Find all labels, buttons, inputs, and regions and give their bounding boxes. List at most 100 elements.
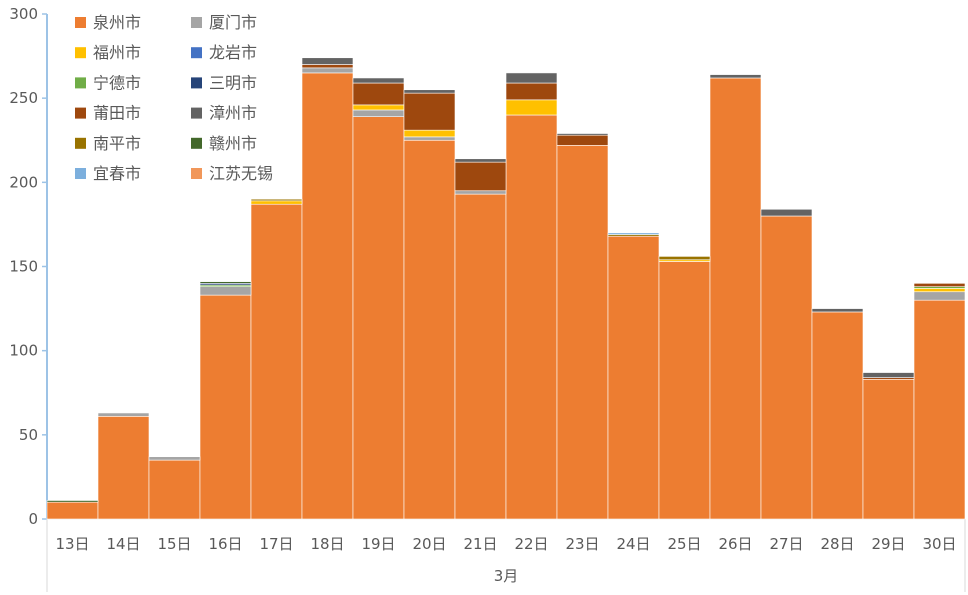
legend-swatch	[191, 137, 202, 149]
bar-segment	[454, 190, 507, 195]
bar-segment	[811, 311, 864, 520]
bar-segment	[760, 208, 813, 217]
bar-segment	[607, 235, 660, 520]
bar-segment	[862, 378, 915, 520]
x-tick-label: 18日	[310, 535, 344, 553]
bar-segment	[709, 77, 762, 520]
bar-segment	[811, 308, 864, 313]
bar-segment	[403, 139, 456, 520]
bar-segment	[352, 116, 405, 520]
bar-segment	[301, 72, 354, 520]
legend-label: 泉州市	[93, 13, 141, 32]
bar-segment	[505, 114, 558, 520]
x-tick-label: 16日	[208, 535, 242, 553]
x-tick-label: 23日	[565, 535, 599, 553]
bar-segment	[352, 104, 405, 111]
x-tick-label: 21日	[463, 535, 497, 553]
bar-segment	[454, 161, 507, 192]
legend-swatch	[191, 168, 202, 179]
bar-segment	[709, 74, 762, 79]
legend-label: 厦门市	[209, 13, 257, 32]
x-tick-label: 20日	[412, 535, 446, 553]
bar-segment	[301, 67, 354, 74]
bars	[46, 57, 966, 520]
bar-segment	[250, 203, 303, 520]
legend-swatch	[75, 17, 86, 28]
bar-segment	[46, 501, 99, 520]
y-tick-label: 300	[9, 5, 38, 23]
bar-segment	[403, 89, 456, 94]
legend-swatch	[75, 168, 86, 179]
bar-segment	[352, 109, 405, 117]
legend-label: 三明市	[209, 73, 257, 92]
bar-segment	[505, 72, 558, 84]
x-tick-label: 27日	[769, 535, 803, 553]
bar-segment	[199, 281, 252, 284]
x-tick-label: 29日	[871, 535, 905, 553]
legend-label: 漳州市	[209, 104, 257, 123]
x-tick-label: 19日	[361, 535, 395, 553]
bar-segment	[760, 215, 813, 520]
x-tick-label: 25日	[667, 535, 701, 553]
x-tick-label: 15日	[157, 535, 191, 553]
legend-swatch	[75, 137, 86, 149]
x-tick-label: 17日	[259, 535, 293, 553]
bar-segment	[556, 133, 609, 136]
bar-segment	[607, 232, 660, 235]
bar-segment	[913, 299, 966, 520]
bar-segment	[862, 372, 915, 378]
legend-label: 南平市	[93, 134, 141, 153]
legend-label: 宜春市	[93, 164, 141, 183]
y-tick-label: 0	[28, 510, 38, 528]
bar-segment	[658, 261, 711, 520]
bar-segment	[556, 134, 609, 146]
x-tick-label: 14日	[106, 535, 140, 553]
bar-segment	[352, 82, 405, 106]
bar-segment	[454, 193, 507, 520]
bar-segment	[301, 64, 354, 69]
y-tick-label: 50	[19, 426, 38, 444]
y-tick-label: 100	[9, 342, 38, 360]
bar-segment	[148, 456, 201, 461]
legend-label: 福州市	[93, 43, 141, 62]
legend-label: 赣州市	[209, 134, 257, 153]
bar-segment	[403, 129, 456, 138]
legend-swatch	[191, 77, 202, 89]
bar-segment	[505, 82, 558, 101]
bar-segment	[199, 294, 252, 520]
bar-segment	[97, 412, 150, 417]
y-tick-label: 150	[9, 258, 38, 276]
legend-swatch	[191, 47, 202, 59]
bar-segment	[403, 92, 456, 131]
x-tick-label: 22日	[514, 535, 548, 553]
bar-segment	[301, 57, 354, 65]
bar-segment	[97, 416, 150, 520]
legend-label: 龙岩市	[209, 43, 257, 62]
axes: 0 50 100 150 200 250 300 13日 14日 15日 16日 17日 18日 19日 2…	[9, 5, 966, 592]
bar-segment	[199, 286, 252, 296]
bar-segment	[403, 136, 456, 141]
bar-segment	[352, 77, 405, 84]
bar-segment	[913, 291, 966, 301]
bar-segment	[913, 283, 966, 288]
bar-segment	[556, 145, 609, 520]
x-group-label: 3月	[494, 567, 519, 585]
bar-segment	[454, 158, 507, 163]
legend-label: 江苏无锡	[209, 164, 273, 183]
x-tick-label: 13日	[55, 535, 89, 553]
y-tick-label: 250	[9, 89, 38, 107]
x-tick-label: 24日	[616, 535, 650, 553]
bar-segment	[658, 256, 711, 261]
legend-label: 莆田市	[93, 104, 141, 123]
bar-segment	[148, 459, 201, 520]
x-tick-label: 30日	[922, 535, 956, 553]
legend-swatch	[191, 107, 202, 119]
x-tick-label: 26日	[718, 535, 752, 553]
bar-segment	[46, 500, 99, 503]
legend-swatch	[75, 107, 86, 119]
legend-label: 宁德市	[93, 73, 141, 92]
bar-segment	[250, 200, 303, 205]
legend-swatch	[191, 17, 202, 28]
